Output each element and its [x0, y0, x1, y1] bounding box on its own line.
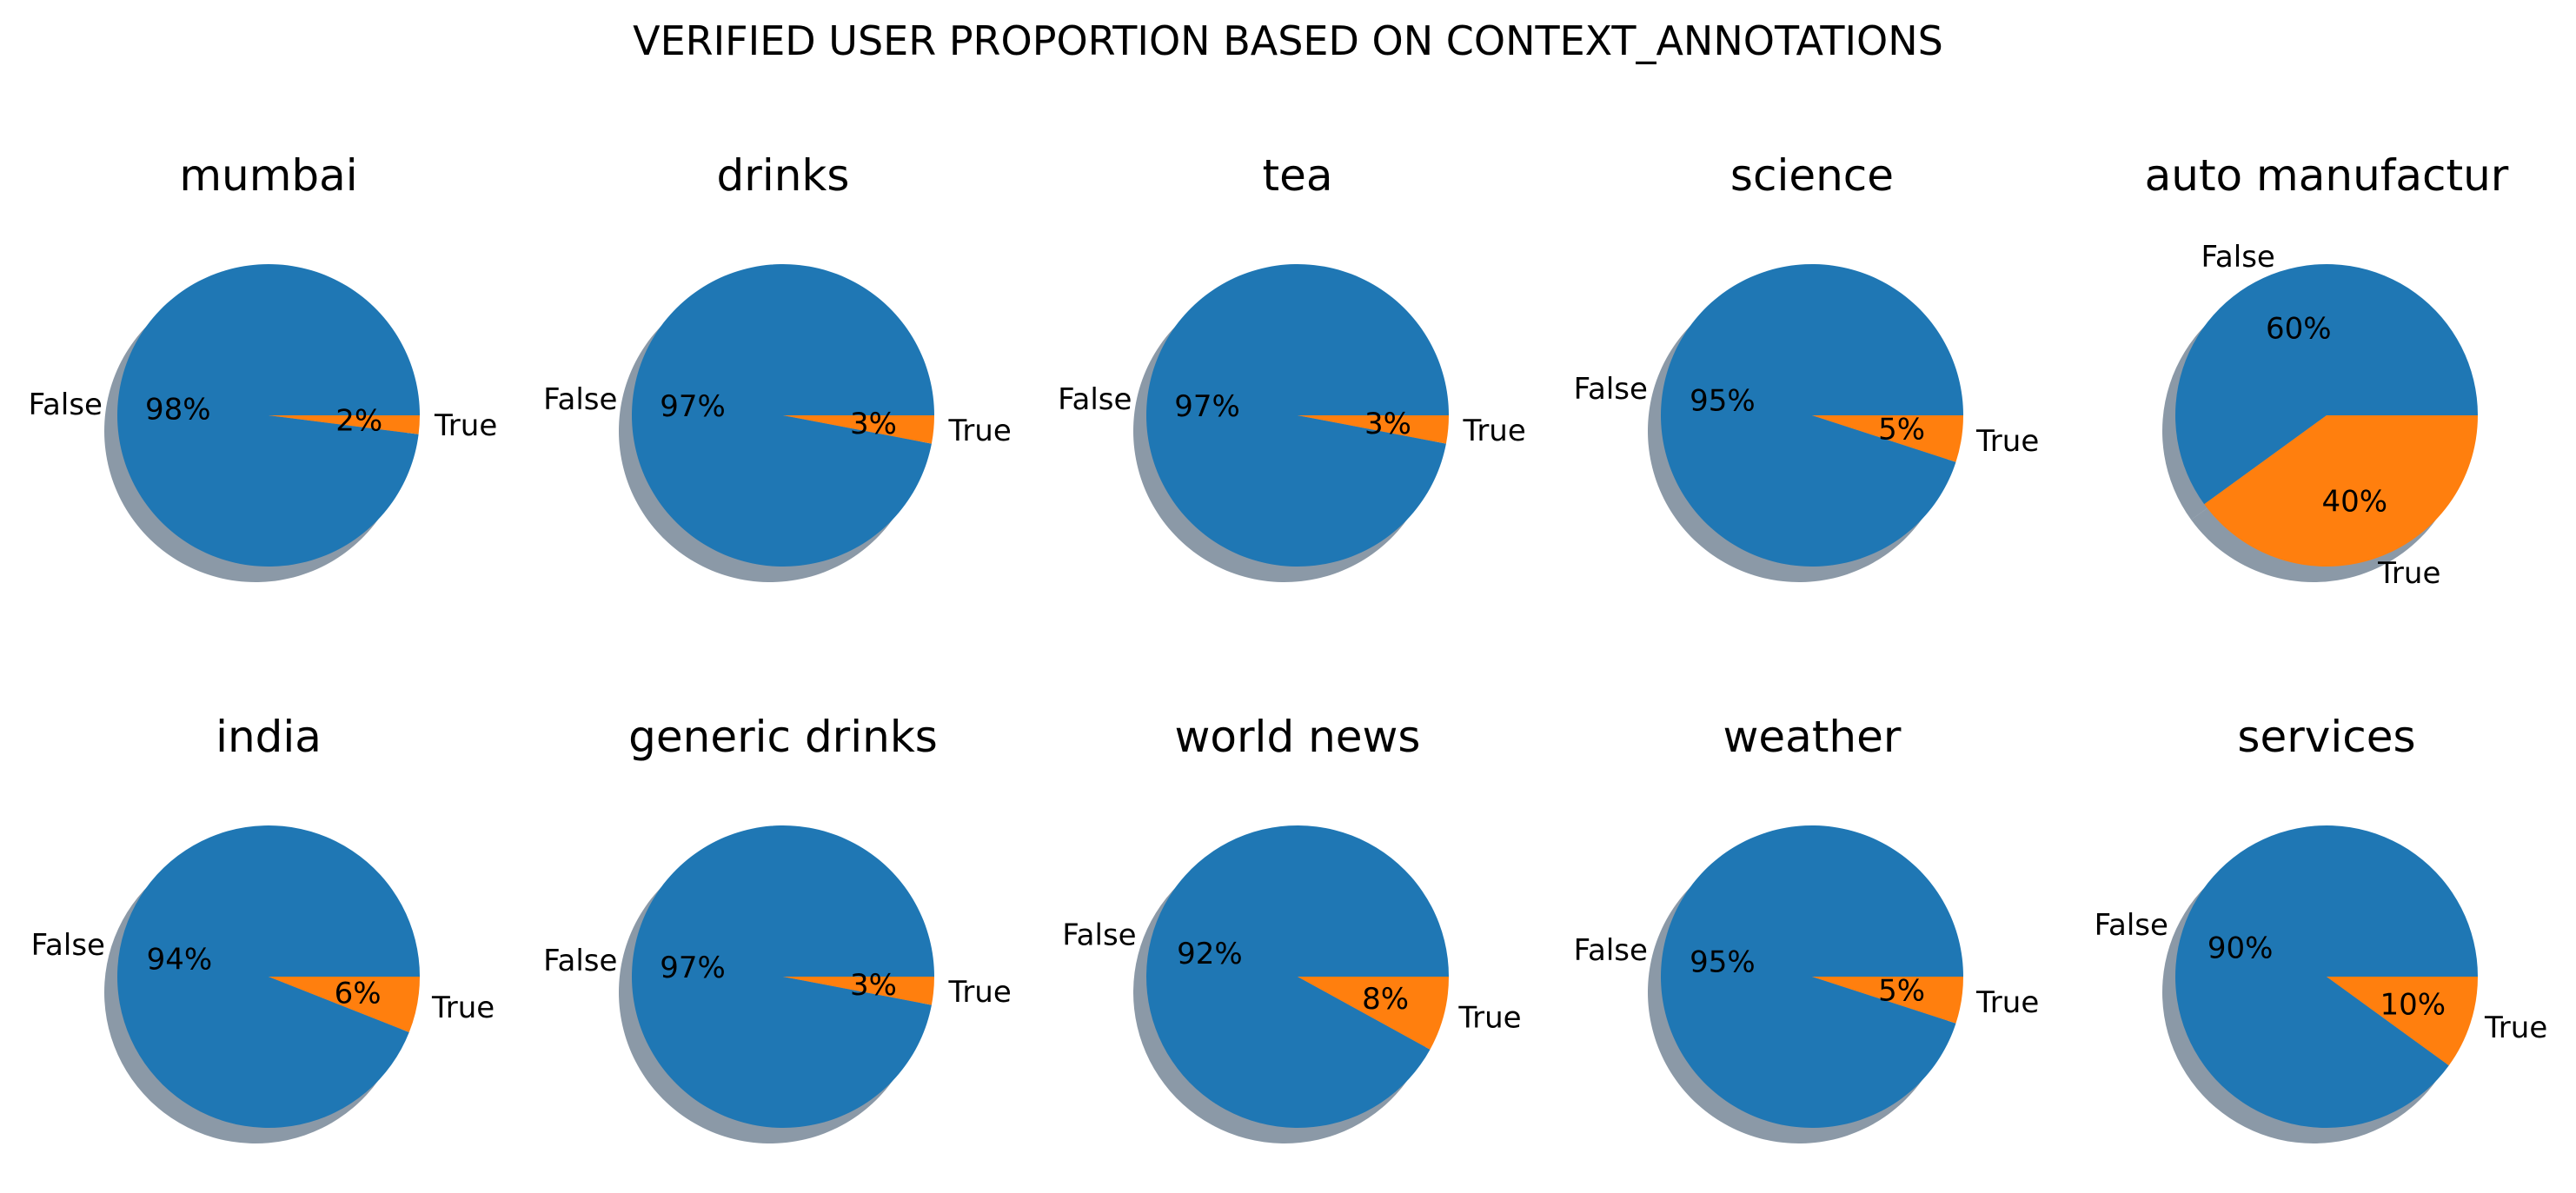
slice-percent-label: 10% [2380, 987, 2447, 1022]
slice-percent-label: 92% [1177, 937, 1243, 971]
slice-label-true: True [2377, 556, 2440, 591]
slice-label-true: True [434, 408, 497, 443]
pie-slice-false [1661, 264, 1963, 567]
slice-label-false: False [543, 944, 617, 978]
slice-percent-label: 98% [145, 392, 211, 427]
pie-chart-9: weather False 95% True 5% [1574, 712, 2039, 1143]
slice-label-true: True [1457, 1001, 1521, 1036]
pie-slice-true [269, 977, 420, 1033]
slice-percent-label: 5% [1878, 973, 1925, 1008]
pie-slice-false [631, 264, 934, 567]
figure-title: VERIFIED USER PROPORTION BASED ON CONTEX… [633, 17, 1943, 64]
pie-title: tea [1262, 150, 1332, 201]
pie-title: weather [1723, 712, 1902, 762]
slice-percent-label: 94% [147, 942, 213, 977]
pie-chart-1: mumbai False 98% True 2% [29, 150, 497, 583]
slice-label-true: True [948, 414, 1012, 448]
pie-title: india [216, 712, 322, 762]
slice-label-true: True [431, 991, 495, 1025]
slice-label-false: False [2201, 240, 2274, 275]
slice-percent-label: 95% [1690, 945, 1756, 980]
slice-label-true: True [2484, 1011, 2547, 1045]
slice-label-false: False [1574, 372, 1648, 407]
pie-chart-8: world news False 92% True 8% [1062, 712, 1522, 1143]
pie-chart-4: science False 95% True 5% [1574, 150, 2039, 582]
slice-percent-label: 2% [335, 404, 382, 439]
pie-title: world news [1175, 712, 1421, 762]
slice-label-false: False [1058, 382, 1132, 417]
slice-label-false: False [1574, 933, 1648, 968]
slice-label-false: False [31, 928, 105, 963]
slice-percent-label: 8% [1362, 982, 1409, 1017]
pie-chart-10: services False 90% True 10% [2095, 712, 2547, 1143]
slice-percent-label: 40% [2321, 484, 2387, 519]
pie-slice-false [1146, 825, 1449, 1129]
pie-slice-false [631, 825, 934, 1129]
pie-chart-6: india False 94% True 6% [31, 712, 495, 1143]
slice-label-true: True [1975, 424, 2039, 459]
pie-slice-true [1298, 415, 1449, 444]
pie-slice-true [1298, 977, 1449, 1050]
slice-percent-label: 3% [850, 407, 897, 441]
slice-percent-label: 97% [660, 389, 726, 424]
pie-grid: mumbai False 98% True 2% drinks False 97% True 3%… [29, 150, 2547, 1143]
slice-label-false: False [543, 382, 617, 417]
pie-title: drinks [717, 150, 850, 201]
pie-slice-true [1812, 977, 1963, 1024]
pie-chart-5: auto manufactur False 60% True 40% [2145, 150, 2509, 591]
slice-percent-label: 60% [2266, 312, 2332, 347]
slice-percent-label: 97% [1174, 389, 1240, 424]
pie-slice-false [116, 825, 420, 1128]
pie-slice-true [783, 977, 934, 1005]
pie-slice-true [2327, 977, 2478, 1066]
slice-percent-label: 95% [1690, 384, 1756, 419]
slice-percent-label: 3% [1364, 407, 1411, 441]
pie-title: science [1730, 150, 1894, 201]
slice-label-true: True [1975, 985, 2039, 1020]
pie-slice-false [1146, 264, 1449, 567]
slice-percent-label: 3% [850, 968, 897, 1003]
pie-slice-false [116, 264, 420, 567]
pie-title: mumbai [179, 150, 357, 201]
slice-label-false: False [1062, 918, 1136, 952]
slice-percent-label: 5% [1878, 412, 1925, 447]
pie-slice-false [2175, 264, 2478, 505]
slice-percent-label: 97% [660, 951, 726, 985]
pie-chart-2: drinks False 97% True 3% [543, 150, 1012, 582]
slice-percent-label: 90% [2208, 931, 2274, 966]
pie-slice-true [269, 415, 420, 434]
slice-label-true: True [1463, 414, 1526, 448]
pie-title: generic drinks [628, 712, 938, 762]
pie-title: auto manufactur [2145, 150, 2509, 201]
slice-label-false: False [2095, 908, 2168, 943]
pie-slice-true [2204, 415, 2478, 567]
pie-slice-true [783, 415, 934, 444]
slice-percent-label: 6% [335, 977, 382, 1011]
slice-label-true: True [948, 975, 1012, 1010]
slice-label-false: False [29, 388, 103, 422]
pie-chart-7: generic drinks False 97% True 3% [543, 712, 1012, 1143]
pie-chart-3: tea False 97% True 3% [1058, 150, 1526, 582]
pie-slice-true [1812, 415, 1963, 462]
pie-title: services [2237, 712, 2415, 762]
